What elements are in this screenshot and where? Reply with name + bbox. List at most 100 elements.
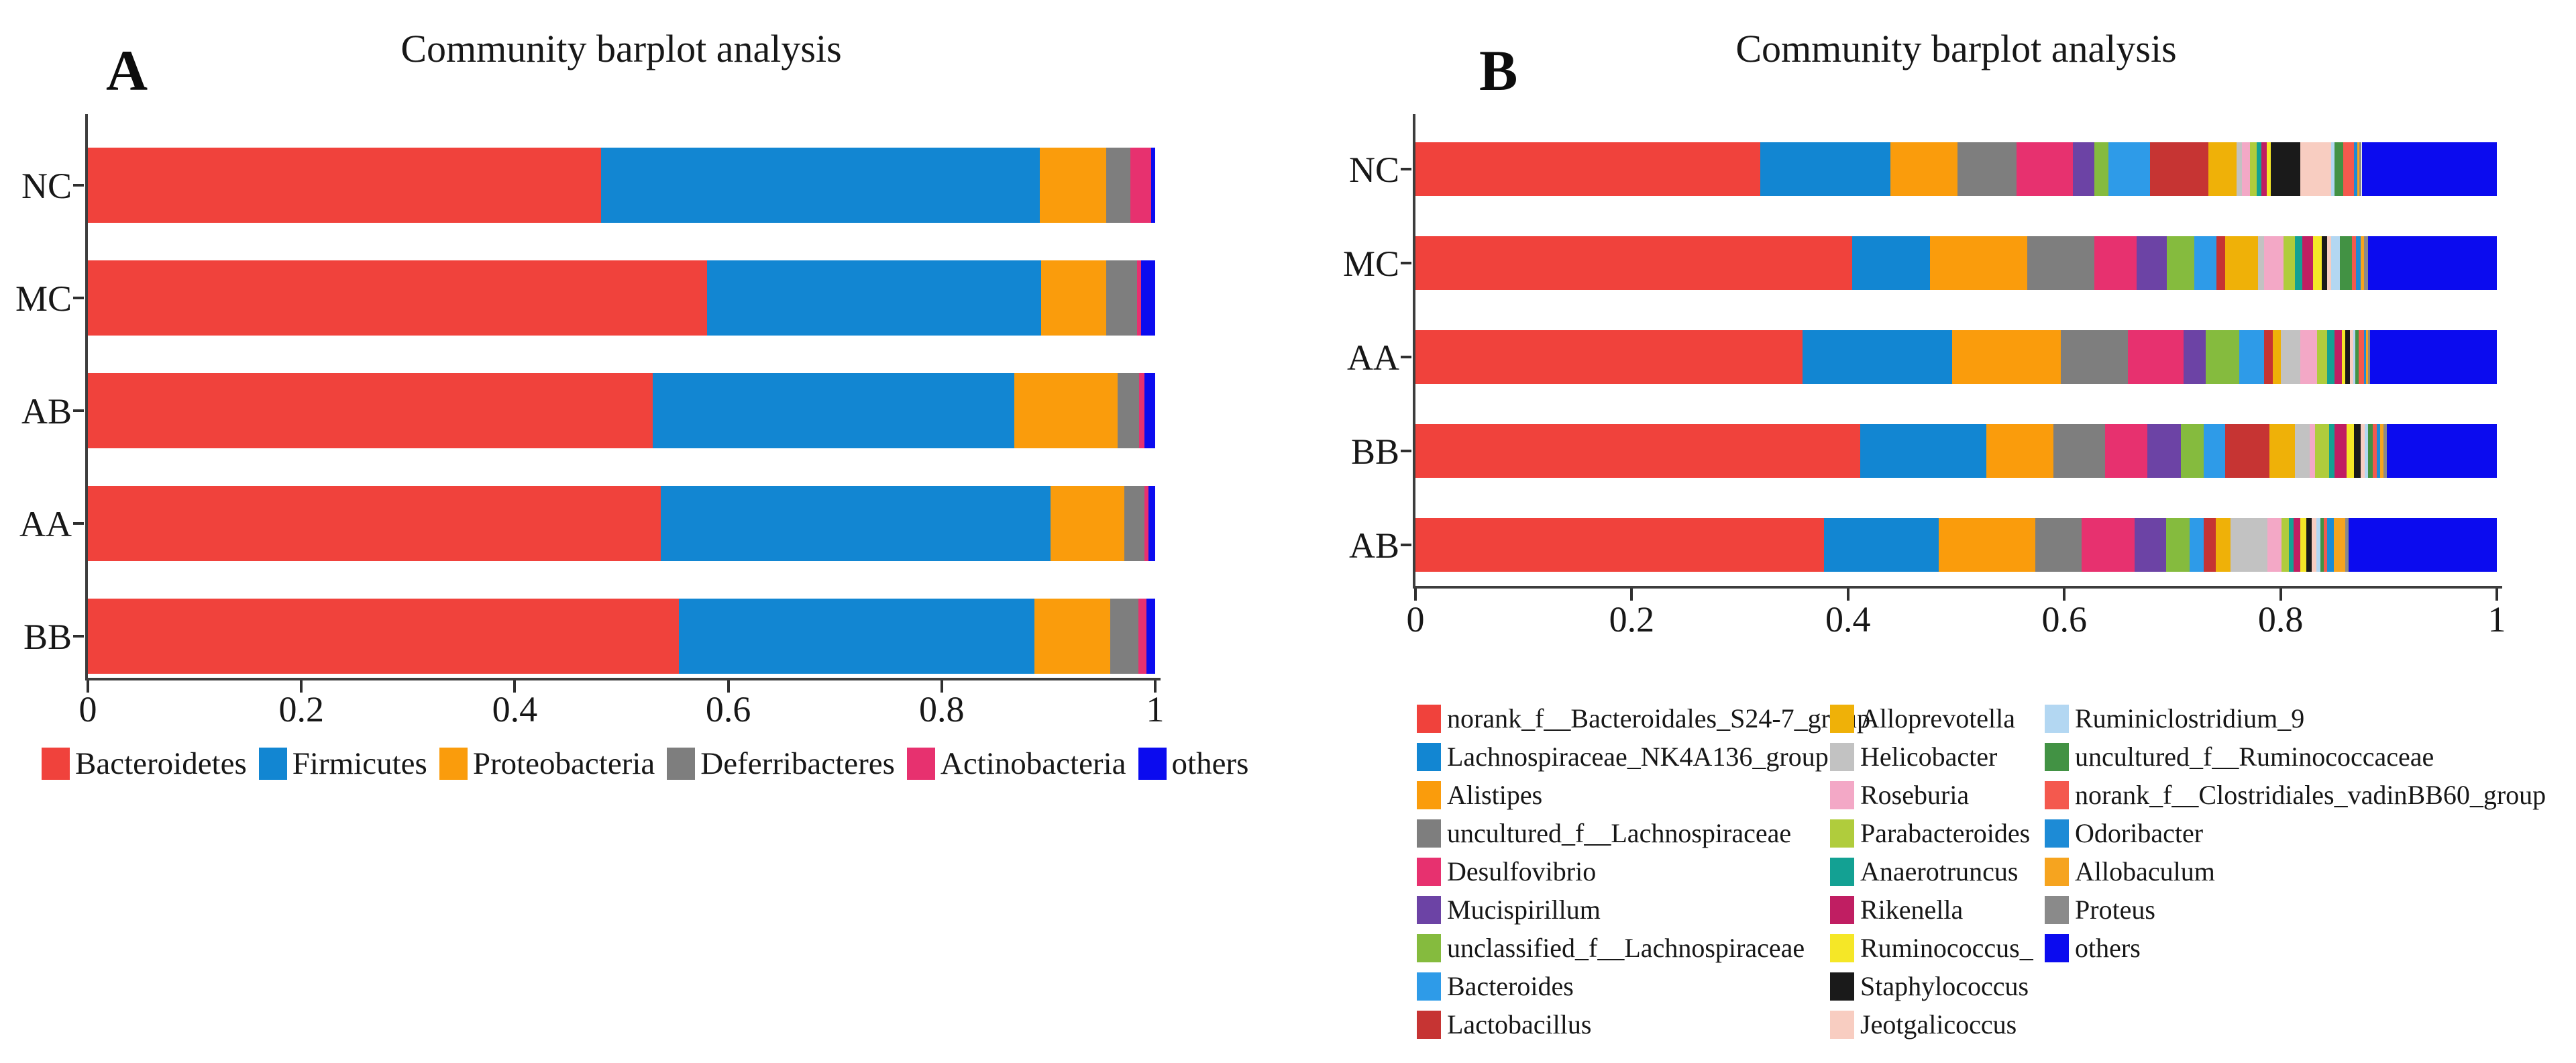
y-category-label: AB	[1348, 525, 1399, 566]
y-axis-tick	[73, 522, 84, 525]
x-axis-tick	[940, 680, 943, 693]
legend-item: Allobaculum	[2045, 852, 2546, 891]
bar-segment-MC	[1852, 236, 1931, 290]
x-tick-label: 0.8	[919, 689, 965, 729]
legend-label: Allobaculum	[2075, 856, 2215, 887]
legend-color-swatch	[1830, 780, 1854, 809]
bar-segment-NC	[2266, 142, 2271, 196]
bar-segment-NC	[2017, 142, 2074, 196]
bar-segment-AA	[1415, 330, 1803, 384]
legend-label: Proteobacteria	[472, 746, 655, 781]
bar-segment-BB	[1138, 599, 1147, 674]
y-category-label: NC	[21, 166, 72, 206]
x-axis-tick	[2063, 589, 2066, 601]
bar-segment-MC	[2257, 236, 2265, 290]
bar-segment-AA	[2368, 330, 2371, 384]
bar-segment-AB	[2204, 518, 2216, 572]
legend-item: Desulfovibrio	[1417, 852, 1870, 891]
legend-color-swatch	[1830, 1010, 1854, 1039]
bar-segment-BB	[2310, 424, 2316, 478]
y-axis-tick	[73, 635, 84, 638]
bar-segment-BB	[1986, 424, 2054, 478]
legend-item: Ruminiclostridium_9	[2045, 699, 2546, 738]
bar-segment-AA	[1803, 330, 1952, 384]
legend-color-swatch	[1138, 748, 1167, 780]
bar-segment-AB	[1014, 373, 1118, 448]
y-category-label: BB	[1350, 432, 1399, 472]
bar-segment-AB	[2324, 518, 2327, 572]
bar-segment-AB	[2081, 518, 2135, 572]
bar-segment-AB	[1415, 518, 1825, 572]
bar-segment-MC	[2312, 236, 2322, 290]
legend-item: Anaerotruncus	[1830, 852, 2033, 891]
x-axis-tick	[2496, 589, 2498, 601]
bar-segment-BB	[1146, 599, 1155, 674]
legend-label: unclassified_f__Lachnospiraceae	[1447, 932, 1805, 963]
bar-segment-AA	[1124, 486, 1145, 561]
bar-segment-AB	[2215, 518, 2231, 572]
y-axis-tick	[1401, 168, 1411, 170]
y-axis-tick	[1401, 544, 1411, 546]
legend-color-swatch	[1417, 704, 1441, 733]
legend-color-swatch	[2045, 819, 2069, 848]
bar-segment-NC	[1150, 148, 1155, 223]
bar-segment-AA	[2370, 330, 2497, 384]
bar-segment-NC	[1890, 142, 1957, 196]
x-tick-label: 1	[1146, 689, 1165, 729]
bar-segment-MC	[2363, 236, 2369, 290]
legend-color-swatch	[1830, 819, 1854, 848]
bar-segment-AA	[2349, 330, 2353, 384]
legend-label: others	[1171, 746, 1249, 781]
y-category-label: BB	[23, 617, 72, 657]
legend-item: norank_f__Bacteroidales_S24-7_group	[1417, 699, 1870, 738]
bar-segment-AB	[2289, 518, 2294, 572]
legend-item: uncultured_f__Lachnospiraceae	[1417, 814, 1870, 852]
legend-label: Mucispirillum	[1447, 894, 1601, 925]
bar-segment-BB	[2147, 424, 2182, 478]
bar-segment-NC	[2300, 142, 2332, 196]
legend-label: Alistipes	[1447, 779, 1543, 810]
bar-segment-MC	[1141, 260, 1155, 336]
bar-segment-AA	[1144, 486, 1149, 561]
bar-segment-BB	[1415, 424, 1860, 478]
bar-segment-BB	[1860, 424, 1987, 478]
legend-color-swatch	[1417, 819, 1441, 848]
legend-label: Helicobacter	[1860, 741, 1998, 772]
bar-segment-BB	[2368, 424, 2373, 478]
y-category-label: MC	[15, 279, 72, 319]
legend-color-swatch	[1417, 742, 1441, 771]
legend-item: Firmicutes	[258, 748, 427, 780]
legend-color-swatch	[2045, 895, 2069, 924]
bar-segment-AA	[661, 486, 1051, 561]
panel-b-title: Community barplot analysis	[1735, 27, 2177, 70]
legend-label: Odoribacter	[2075, 817, 2204, 848]
bar-segment-AB	[1139, 373, 1145, 448]
bar-segment-AA	[1051, 486, 1124, 561]
legend-label: Ruminiclostridium_9	[2075, 703, 2305, 733]
bar-segment-MC	[1415, 236, 1853, 290]
bar-segment-NC	[2108, 142, 2150, 196]
bar-segment-AB	[1939, 518, 2035, 572]
bar-segment-AA	[2280, 330, 2300, 384]
x-axis-tick	[1846, 589, 1849, 601]
legend-label: Bacteroidetes	[75, 746, 247, 781]
bar-segment-NC	[2073, 142, 2095, 196]
bar-segment-AA	[2317, 330, 2327, 384]
bar-segment-BB	[2386, 424, 2497, 478]
bar-segment-BB	[2360, 424, 2365, 478]
bar-segment-AB	[652, 373, 1014, 448]
bar-segment-NC	[2357, 142, 2360, 196]
legend-color-swatch	[1830, 933, 1854, 962]
bar-segment-MC	[1040, 260, 1106, 336]
legend-label: Actinobacteria	[940, 746, 1126, 781]
x-tick-label: 1	[2487, 599, 2506, 640]
bar-segment-NC	[2343, 142, 2355, 196]
bar-segment-AB	[2316, 518, 2321, 572]
legend-column-3: Ruminiclostridium_9 uncultured_f__Ruminoc…	[2045, 699, 2546, 967]
bar-segment-AA	[2183, 330, 2206, 384]
bar-segment-AA	[1951, 330, 2061, 384]
legend-color-swatch	[1830, 895, 1854, 924]
legend-item: Deferribacteres	[667, 748, 895, 780]
bar-segment-BB	[2334, 424, 2347, 478]
bar-segment-AB	[2267, 518, 2282, 572]
